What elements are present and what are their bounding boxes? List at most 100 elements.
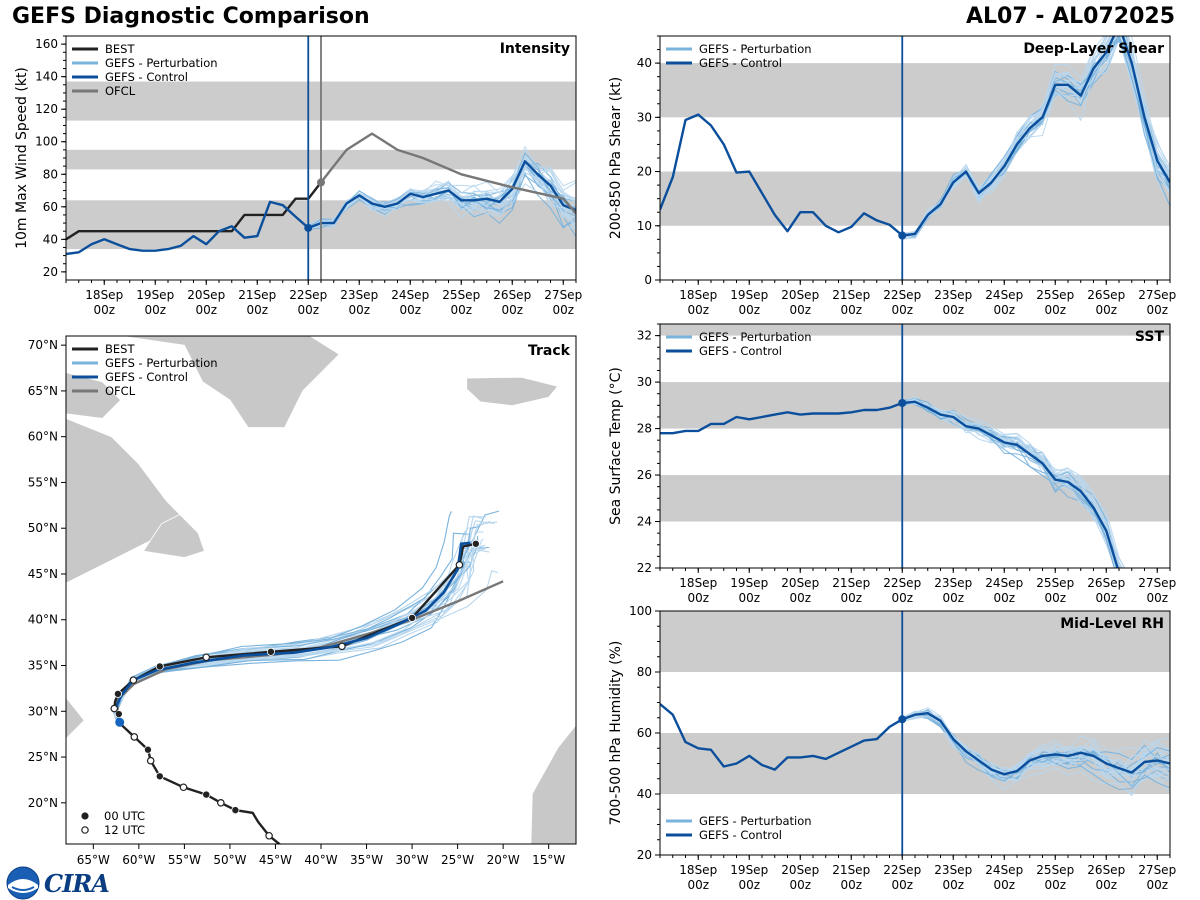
- x-tick-label: 21Sep: [832, 288, 870, 302]
- lon-tick-label: 15°W: [532, 853, 565, 867]
- rh-plot-area: [660, 611, 1170, 797]
- x-tick-label: 00z: [840, 878, 862, 892]
- sst-plot-area: [660, 324, 1170, 568]
- x-tick-label: 00z: [399, 303, 421, 317]
- best-12utc-marker: [265, 831, 273, 840]
- intensity-perturbation-line: [308, 159, 576, 229]
- track-legend-label: GEFS - Perturbation: [105, 356, 218, 370]
- intensity-legend-label: BEST: [105, 42, 135, 56]
- y-tick-label: 0: [644, 273, 652, 287]
- x-tick-label: 00z: [891, 591, 913, 605]
- lat-tick-label: 50°N: [28, 521, 58, 535]
- intensity-legend-label: GEFS - Control: [105, 70, 188, 84]
- y-tick-label: 120: [35, 102, 58, 116]
- y-tick-label: 140: [35, 70, 58, 84]
- lat-tick-label: 30°N: [28, 704, 58, 718]
- x-tick-label: 00z: [687, 591, 709, 605]
- lon-tick-label: 20°W: [487, 853, 520, 867]
- best-12utc-marker: [202, 653, 211, 662]
- x-tick-label: 00z: [993, 303, 1015, 317]
- rh-legend-label: GEFS - Control: [699, 828, 782, 842]
- x-tick-label: 19Sep: [730, 576, 768, 590]
- lat-tick-label: 55°N: [28, 475, 58, 489]
- x-tick-label: 00z: [789, 303, 811, 317]
- intensity-chart: 2040608010012014016018Sep00z19Sep00z20Se…: [14, 35, 582, 317]
- best-00utc-marker: [408, 613, 417, 622]
- x-tick-label: 00z: [1095, 303, 1117, 317]
- x-tick-label: 00z: [891, 878, 913, 892]
- best-12utc-marker: [179, 783, 188, 792]
- x-tick-label: 00z: [891, 303, 913, 317]
- rh-perturbation-line: [901, 711, 1170, 776]
- x-tick-label: 00z: [942, 303, 964, 317]
- sst-init-marker: [898, 399, 907, 408]
- shear-chart: 01020304018Sep00z19Sep00z20Sep00z21Sep00…: [608, 35, 1176, 317]
- land-mass-2: [115, 336, 340, 428]
- rh-band-0: [660, 733, 1170, 794]
- x-tick-label: 27Sep: [1138, 576, 1176, 590]
- rh-perturbation-line: [902, 715, 1170, 784]
- x-tick-label: 22Sep: [289, 288, 327, 302]
- x-tick-label: 19Sep: [730, 863, 768, 877]
- lat-tick-label: 60°N: [28, 430, 58, 444]
- x-tick-label: 20Sep: [781, 288, 819, 302]
- track-chart: 65°W 60°W 55°W 50°W 45°W 40°W 35°W 30°W 25°W 20°W…: [28, 335, 577, 867]
- lon-tick-label: 60°W: [122, 853, 155, 867]
- track-panel-title: Track: [528, 343, 571, 359]
- lat-tick-label: 35°N: [28, 659, 58, 673]
- shear-legend-label: GEFS - Perturbation: [699, 42, 812, 56]
- intensity-ofcl-line: [320, 132, 576, 215]
- x-tick-label: 23Sep: [934, 863, 972, 877]
- best-00utc-marker: [202, 790, 211, 799]
- x-tick-label: 18Sep: [679, 576, 717, 590]
- best-track: [113, 542, 477, 844]
- perturbation-track: [115, 546, 490, 724]
- sst-gefs-control-line: [660, 400, 1119, 568]
- y-tick-label: 40: [637, 56, 652, 70]
- x-tick-label: 18Sep: [679, 863, 717, 877]
- best-12utc-marker: [130, 733, 139, 741]
- legend-00utc-label: 00 UTC: [104, 809, 145, 823]
- best-12utc-marker: [217, 799, 225, 807]
- y-tick-label: 30: [637, 375, 652, 389]
- x-tick-label: 00z: [993, 878, 1015, 892]
- y-tick-label: 22: [637, 561, 652, 575]
- x-tick-label: 00z: [789, 591, 811, 605]
- intensity-init-marker: [304, 223, 313, 232]
- rh-panel-title: Mid-Level RH: [1060, 616, 1164, 632]
- lon-tick-label: 25°W: [441, 853, 474, 867]
- x-tick-label: 22Sep: [883, 863, 921, 877]
- track-legend-label: BEST: [105, 342, 135, 356]
- x-tick-label: 00z: [501, 303, 523, 317]
- x-tick-label: 20Sep: [781, 576, 819, 590]
- x-tick-label: 00z: [687, 878, 709, 892]
- x-tick-label: 21Sep: [238, 288, 276, 302]
- x-tick-label: 00z: [738, 878, 760, 892]
- x-tick-label: 18Sep: [679, 288, 717, 302]
- perturbation-track: [114, 548, 486, 724]
- shear-plot-area: [660, 36, 1170, 240]
- x-tick-label: 00z: [1044, 878, 1066, 892]
- y-tick-label: 10: [637, 219, 652, 233]
- intensity-perturbation-line: [308, 151, 576, 226]
- y-tick-label: 32: [637, 329, 652, 343]
- y-tick-label: 20: [43, 265, 58, 279]
- shear-panel-title: Deep-Layer Shear: [1023, 41, 1164, 57]
- lat-tick-label: 45°N: [28, 567, 58, 581]
- lon-tick-label: 30°W: [396, 853, 429, 867]
- x-tick-label: 25Sep: [1036, 288, 1074, 302]
- x-tick-label: 00z: [144, 303, 166, 317]
- intensity-legend-label: GEFS - Perturbation: [105, 56, 218, 70]
- x-tick-label: 00z: [789, 878, 811, 892]
- intensity-best-line: [66, 181, 322, 241]
- sst-chart: 22242628303218Sep00z19Sep00z20Sep00z21Se…: [608, 323, 1176, 605]
- shear-y-axis-label: 200-850 hPa Shear (kt): [608, 77, 624, 239]
- x-tick-label: 24Sep: [985, 576, 1023, 590]
- x-tick-label: 00z: [840, 591, 862, 605]
- y-tick-label: 100: [629, 604, 652, 618]
- x-tick-label: 20Sep: [187, 288, 225, 302]
- x-tick-label: 22Sep: [883, 288, 921, 302]
- noaa-emblem-icon: [6, 866, 40, 900]
- x-tick-label: 00z: [840, 303, 862, 317]
- best-00utc-marker: [155, 772, 164, 781]
